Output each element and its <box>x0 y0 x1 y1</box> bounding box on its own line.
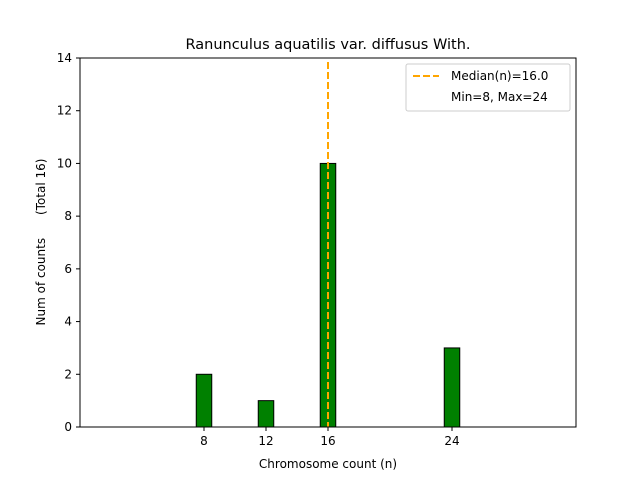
y-axis-label-spacer <box>34 215 48 238</box>
y-tick-label-4: 4 <box>64 315 72 329</box>
legend-box <box>405 63 571 112</box>
y-axis-label: Num of counts (Total 16) <box>34 159 48 326</box>
bar-24 <box>443 347 461 428</box>
legend-entry-median: Median(n)=16.0 <box>451 69 548 83</box>
y-tick-label-2: 2 <box>64 367 72 381</box>
x-tick-label-16: 16 <box>320 434 335 448</box>
x-tick-label-12: 12 <box>258 434 273 448</box>
y-tick-label-8: 8 <box>64 209 72 223</box>
y-tick-label-14: 14 <box>57 51 72 65</box>
y-tick-label-6: 6 <box>64 262 72 276</box>
legend-entry-minmax: Min=8, Max=24 <box>451 90 548 104</box>
x-axis-label: Chromosome count (n) <box>259 457 397 471</box>
bar-12 <box>257 400 275 428</box>
x-ticks-group: 8 12 16 24 <box>200 427 460 448</box>
x-tick-label-24: 24 <box>444 434 459 448</box>
y-tick-label-0: 0 <box>64 420 72 434</box>
legend: Median(n)=16.0 Min=8, Max=24 <box>405 63 571 112</box>
y-tick-label-12: 12 <box>57 104 72 118</box>
chart-title: Ranunculus aquatilis var. diffusus With. <box>185 37 470 53</box>
bar-8 <box>195 373 213 428</box>
y-axis-label-total: (Total 16) <box>34 159 48 215</box>
y-axis-label-main: Num of counts <box>34 238 48 326</box>
y-ticks-group: 0 2 4 6 8 10 12 14 <box>57 51 80 434</box>
x-tick-label-8: 8 <box>200 434 208 448</box>
y-tick-label-10: 10 <box>57 156 72 170</box>
